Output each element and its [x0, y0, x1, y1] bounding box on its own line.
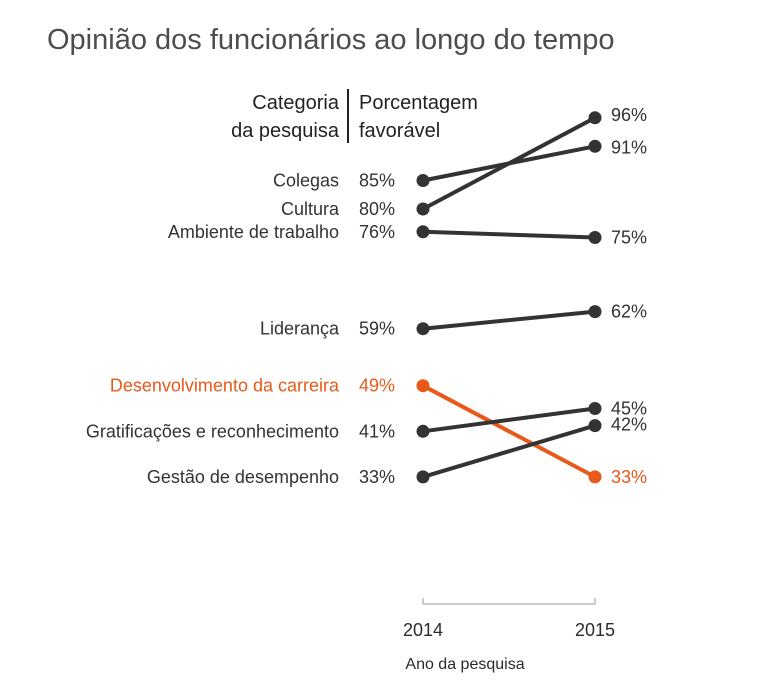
header-category-line1: Categoria: [252, 92, 340, 114]
x-tick-label: 2014: [403, 620, 443, 640]
value-label-2015: 45%: [611, 399, 647, 419]
value-label-2014: 33%: [359, 467, 395, 487]
series-layer: Colegas 85% 91% Cultura 80% 96% Ambiente de tr…: [86, 105, 647, 487]
point-2015: [588, 470, 602, 484]
x-axis: 2014 2015 Ano da pesquisa: [403, 598, 615, 673]
series-5: Gratificações e reconhecimento 41% 45%: [86, 399, 647, 442]
value-label-2014: 41%: [359, 421, 395, 441]
value-label-2014: 59%: [359, 319, 395, 339]
series-line: [421, 309, 597, 331]
category-label: Liderança: [260, 319, 340, 339]
series-line: [421, 383, 597, 479]
category-label: Gestão de desempenho: [147, 467, 339, 487]
series-4: Desenvolvimento da carreira 49% 33%: [110, 376, 647, 487]
point-2014: [416, 225, 430, 239]
point-2015: [588, 111, 602, 125]
point-2014: [416, 379, 430, 393]
series-line: [421, 115, 597, 211]
point-2014: [416, 174, 430, 187]
value-label-2015: 33%: [611, 467, 647, 487]
category-label: Colegas: [273, 171, 339, 191]
value-label-2015: 62%: [611, 302, 647, 322]
header-value-line2: favorável: [359, 120, 440, 142]
point-2014: [416, 322, 430, 336]
value-label-2015: 75%: [611, 228, 647, 248]
value-label-2015: 42%: [611, 415, 647, 435]
value-label-2014: 85%: [359, 171, 395, 191]
point-2015: [588, 231, 602, 244]
series-0: Colegas 85% 91%: [273, 137, 647, 190]
point-2014: [416, 424, 430, 438]
category-label: Cultura: [281, 199, 340, 219]
series-6: Gestão de desempenho 33% 42%: [147, 415, 647, 487]
series-line: [421, 229, 597, 240]
value-label-2015: 96%: [611, 105, 647, 125]
point-2015: [588, 419, 602, 433]
point-2015: [588, 305, 602, 319]
category-label: Gratificações e reconhecimento: [86, 421, 339, 441]
category-label: Desenvolvimento da carreira: [110, 376, 340, 396]
point-2014: [416, 202, 430, 216]
chart-title: Opinião dos funcionários ao longo do tem…: [47, 24, 615, 56]
value-label-2015: 91%: [611, 137, 647, 157]
series-line: [421, 406, 597, 434]
point-2014: [416, 470, 430, 484]
value-label-2014: 80%: [359, 199, 395, 219]
point-2015: [588, 139, 602, 153]
column-header: Categoria da pesquisa Porcentagem favorá…: [231, 89, 478, 143]
series-2: Ambiente de trabalho 76% 75%: [168, 222, 647, 248]
header-category-line2: da pesquisa: [231, 120, 340, 142]
series-line: [421, 423, 597, 479]
point-2015: [588, 402, 602, 415]
value-label-2014: 49%: [359, 376, 395, 396]
x-axis-label: Ano da pesquisa: [405, 656, 524, 673]
value-label-2014: 76%: [359, 222, 395, 242]
series-1: Cultura 80% 96%: [281, 105, 647, 219]
category-label: Ambiente de trabalho: [168, 222, 339, 242]
series-3: Liderança 59% 62%: [260, 302, 647, 339]
header-value-line1: Porcentagem: [359, 92, 478, 114]
x-tick-label: 2015: [575, 620, 615, 640]
